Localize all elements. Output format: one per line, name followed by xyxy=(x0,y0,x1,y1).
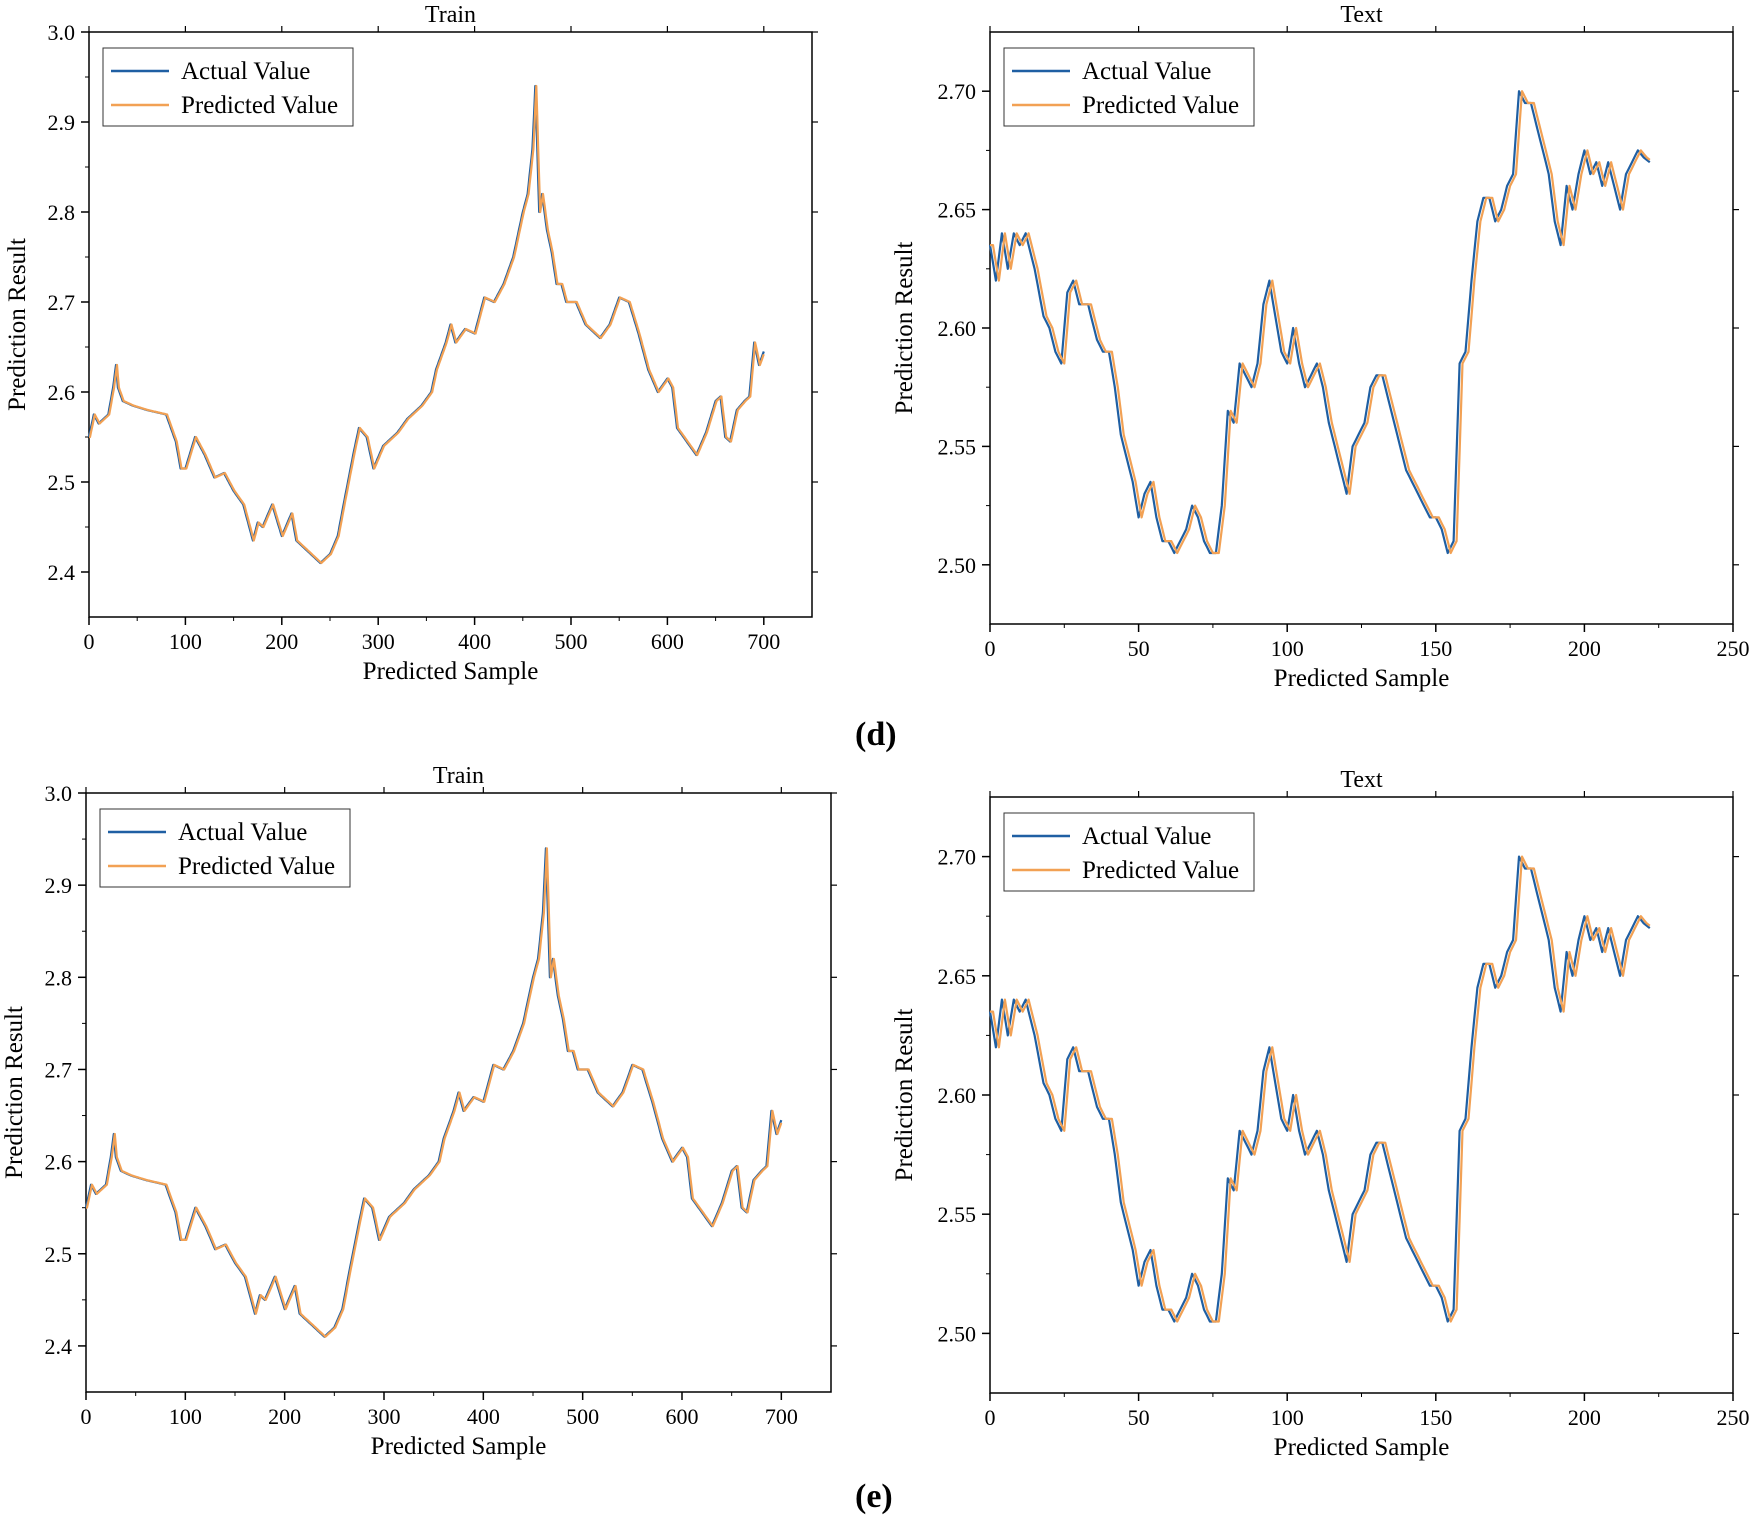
x-axis-label: Predicted Sample xyxy=(1274,1434,1450,1461)
legend-box xyxy=(1003,47,1255,127)
chart-e-train: Train 0 100 200 300 400 500 600 700 2.4 2.5 2.6 2.7 2… xyxy=(1,763,837,1460)
x-axis-label: Predicted Sample xyxy=(371,1433,547,1460)
legend-label-actual-value: Actual Value xyxy=(181,58,310,85)
x-tick-label: 100 xyxy=(1271,636,1304,661)
legend-box xyxy=(99,808,351,888)
series-predicted-value-line xyxy=(990,90,1651,555)
y-tick-label: 2.60 xyxy=(938,316,977,341)
x-tick-label: 600 xyxy=(651,629,684,654)
y-tick-label: 2.6 xyxy=(48,380,76,405)
x-tick-label: 200 xyxy=(1568,636,1601,661)
x-tick-label: 600 xyxy=(666,1404,699,1429)
y-tick-label: 3.0 xyxy=(48,20,76,45)
legend-label-predicted-value: Predicted Value xyxy=(178,853,335,880)
chart-title: Text xyxy=(1340,767,1383,793)
legend-label-predicted-value: Predicted Value xyxy=(1082,857,1239,884)
x-tick-label: 400 xyxy=(467,1404,500,1429)
x-tick-label: 50 xyxy=(1128,1405,1150,1430)
legend-box xyxy=(1003,812,1255,892)
chart-d-train: Train 0 100 200 300 400 500 600 700 2.4 2.5 2.6 2.7 2… xyxy=(4,2,818,685)
legend-label-actual-value: Actual Value xyxy=(178,819,307,846)
chart-title: Train xyxy=(433,763,484,789)
plot-frame xyxy=(88,31,813,618)
x-tick-label: 700 xyxy=(747,629,780,654)
legend-label-actual-value: Actual Value xyxy=(1082,58,1211,85)
y-tick-label: 2.4 xyxy=(45,1334,73,1359)
x-tick-label: 300 xyxy=(362,629,395,654)
x-tick-label: 200 xyxy=(265,629,298,654)
y-tick-label: 2.50 xyxy=(938,1321,977,1346)
y-tick-label: 2.70 xyxy=(938,845,977,870)
x-tick-label: 100 xyxy=(169,629,202,654)
series-predicted-value-line xyxy=(990,855,1651,1323)
y-tick-label: 2.65 xyxy=(938,964,977,989)
y-axis-label: Prediction Result xyxy=(891,1008,918,1181)
legend-label-actual-value: Actual Value xyxy=(1082,823,1211,850)
x-tick-label: 400 xyxy=(458,629,491,654)
y-tick-label: 2.9 xyxy=(45,873,73,898)
y-axis-label: Prediction Result xyxy=(4,238,31,411)
y-tick-label: 3.0 xyxy=(45,781,73,806)
y-tick-label: 2.5 xyxy=(48,470,76,495)
series-actual-value-line xyxy=(988,90,1651,555)
x-tick-label: 500 xyxy=(566,1404,599,1429)
x-tick-label: 50 xyxy=(1128,636,1150,661)
x-tick-label: 150 xyxy=(1419,636,1452,661)
x-tick-label: 250 xyxy=(1717,636,1750,661)
x-tick-label: 700 xyxy=(765,1404,798,1429)
x-tick-label: 200 xyxy=(1568,1405,1601,1430)
y-tick-label: 2.7 xyxy=(48,290,76,315)
x-axis-label: Predicted Sample xyxy=(363,658,539,685)
x-tick-label: 0 xyxy=(985,1405,996,1430)
y-tick-label: 2.55 xyxy=(938,434,977,459)
y-tick-label: 2.8 xyxy=(48,200,76,225)
x-tick-label: 500 xyxy=(555,629,588,654)
y-tick-label: 2.5 xyxy=(45,1242,73,1267)
y-tick-label: 2.6 xyxy=(45,1150,73,1175)
x-tick-label: 250 xyxy=(1717,1405,1750,1430)
legend-box xyxy=(102,47,354,127)
x-tick-label: 150 xyxy=(1419,1405,1452,1430)
x-tick-label: 200 xyxy=(268,1404,301,1429)
legend-label-predicted-value: Predicted Value xyxy=(181,92,338,119)
y-tick-label: 2.55 xyxy=(938,1202,977,1227)
series-actual-value-line xyxy=(988,855,1651,1323)
chart-e-test: Text 0 50 100 150 200 250 2.50 2.55 2.60 2.65 2.70 P… xyxy=(891,767,1750,1461)
series-predicted-value-line xyxy=(88,84,765,565)
x-tick-label: 0 xyxy=(985,636,996,661)
y-tick-label: 2.9 xyxy=(48,110,76,135)
plot-frame xyxy=(85,792,832,1393)
panel-label-e: (e) xyxy=(855,1478,893,1515)
y-tick-label: 2.4 xyxy=(48,560,76,585)
x-tick-label: 100 xyxy=(169,1404,202,1429)
series-predicted-value-line xyxy=(85,847,783,1338)
x-tick-label: 0 xyxy=(81,1404,92,1429)
series-actual-value-line xyxy=(87,84,765,565)
x-tick-label: 0 xyxy=(84,629,95,654)
series-actual-value-line xyxy=(84,847,783,1338)
y-tick-label: 2.7 xyxy=(45,1057,73,1082)
y-axis-label: Prediction Result xyxy=(1,1006,28,1179)
y-tick-label: 2.70 xyxy=(938,79,977,104)
y-tick-label: 2.50 xyxy=(938,553,977,578)
panel-label-d: (d) xyxy=(855,716,897,753)
chart-title: Text xyxy=(1340,2,1383,28)
legend-label-predicted-value: Predicted Value xyxy=(1082,92,1239,119)
y-tick-label: 2.65 xyxy=(938,198,977,223)
x-tick-label: 100 xyxy=(1271,1405,1304,1430)
y-tick-label: 2.60 xyxy=(938,1083,977,1108)
x-tick-label: 300 xyxy=(368,1404,401,1429)
y-tick-label: 2.8 xyxy=(45,965,73,990)
x-axis-label: Predicted Sample xyxy=(1274,665,1450,692)
y-axis-label: Prediction Result xyxy=(891,241,918,414)
chart-d-test: Text 0 50 100 150 200 250 2.50 2.55 2.60 2.65 2.70 P… xyxy=(891,2,1750,692)
chart-title: Train xyxy=(425,2,476,28)
